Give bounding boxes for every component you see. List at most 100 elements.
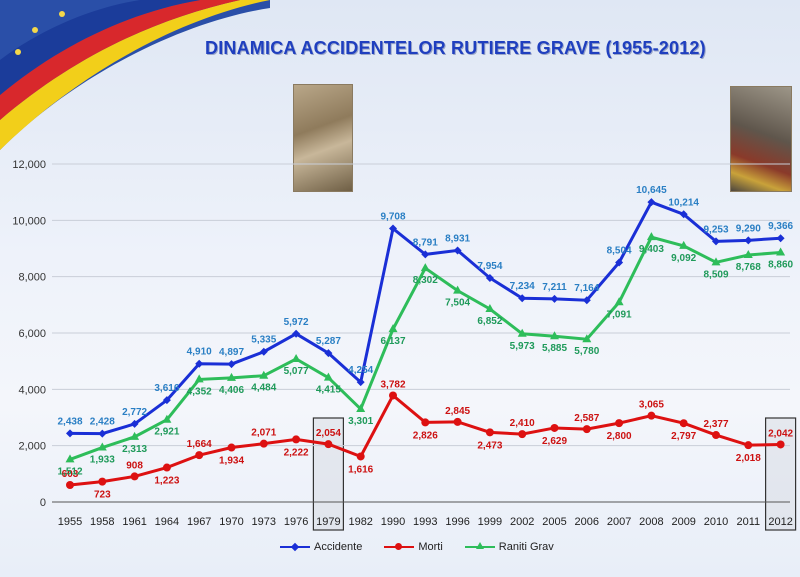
data-point: [259, 439, 268, 448]
data-label: 2,018: [736, 453, 761, 464]
x-tick-label: 1961: [122, 516, 146, 528]
data-point: [162, 463, 171, 472]
legend-morti: Morti: [384, 541, 443, 553]
data-point: [195, 451, 204, 460]
data-point: [615, 258, 624, 267]
data-point: [712, 431, 720, 440]
data-label: 9,366: [768, 221, 793, 232]
data-point: [679, 419, 688, 428]
legend-raniti-grav: Raniti Grav: [464, 541, 554, 553]
data-label: 2,800: [607, 431, 632, 442]
data-point: [679, 210, 688, 219]
x-tick-label: 1996: [445, 516, 469, 528]
data-label: 5,077: [284, 366, 309, 377]
data-label: 2,587: [574, 413, 599, 424]
legend-label: Raniti Grav: [498, 541, 554, 553]
x-tick-label: 1967: [187, 516, 211, 528]
data-point: [356, 404, 366, 413]
data-point: [615, 419, 624, 428]
data-label: 7,164: [574, 283, 599, 294]
data-point: [65, 454, 75, 463]
data-label: 7,234: [510, 281, 535, 292]
data-label: 2,377: [703, 419, 728, 430]
data-label: 7,504: [445, 298, 470, 309]
data-label: 2,473: [477, 440, 502, 451]
x-tick-label: 2007: [607, 516, 631, 528]
x-tick-label: 1979: [316, 516, 340, 528]
data-label: 2,826: [413, 430, 438, 441]
data-label: 5,780: [574, 346, 599, 357]
data-point: [517, 328, 527, 337]
data-point: [453, 417, 462, 426]
data-point: [485, 304, 495, 313]
data-point: [485, 428, 494, 437]
data-point: [518, 430, 527, 439]
data-point: [646, 232, 656, 241]
modern-traffic-photo: [730, 86, 792, 192]
data-point: [453, 246, 462, 255]
data-point: [162, 396, 171, 405]
data-point: [195, 359, 204, 368]
data-point: [421, 250, 430, 259]
data-label: 908: [126, 460, 143, 471]
x-tick-label: 1982: [348, 516, 372, 528]
data-point: [776, 234, 785, 243]
data-label: 8,768: [736, 262, 761, 273]
data-label: 723: [94, 490, 111, 501]
data-label: 5,335: [251, 335, 276, 346]
data-label: 2,845: [445, 406, 470, 417]
data-point: [421, 418, 430, 427]
data-point: [292, 435, 301, 444]
data-label: 3,616: [154, 383, 179, 394]
data-label: 8,302: [413, 275, 438, 286]
x-tick-label: 2002: [510, 516, 534, 528]
x-tick-label: 2006: [575, 516, 599, 528]
data-label: 9,708: [380, 212, 405, 223]
data-point: [582, 296, 591, 305]
data-point: [453, 285, 463, 294]
data-point: [356, 452, 365, 461]
data-point: [582, 334, 592, 343]
data-point: [162, 414, 172, 423]
data-label: 5,973: [510, 341, 535, 352]
data-point: [389, 391, 397, 400]
data-point: [776, 247, 786, 256]
data-point: [550, 423, 559, 432]
data-label: 2,410: [510, 418, 535, 429]
data-point: [259, 347, 268, 356]
data-point: [97, 442, 107, 451]
x-tick-label: 1973: [252, 516, 276, 528]
historic-street-photo: [293, 84, 353, 192]
data-label: 2,054: [316, 428, 341, 439]
data-label: 7,091: [607, 309, 632, 320]
data-label: 4,415: [316, 385, 341, 396]
data-point: [485, 273, 494, 282]
x-tick-label: 2005: [542, 516, 566, 528]
data-point: [614, 297, 624, 306]
x-tick-label: 2012: [768, 516, 792, 528]
data-point: [744, 441, 753, 450]
data-label: 4,406: [219, 385, 244, 396]
data-label: 3,065: [639, 400, 664, 411]
data-point: [324, 349, 333, 358]
data-point: [323, 372, 333, 381]
x-tick-label: 1964: [155, 516, 179, 528]
data-point: [582, 425, 591, 434]
data-point: [227, 443, 236, 452]
y-tick-label: 12,000: [12, 159, 46, 171]
data-point: [744, 236, 753, 245]
data-point: [227, 360, 236, 369]
x-tick-label: 1999: [478, 516, 502, 528]
data-point: [711, 257, 721, 266]
data-point: [389, 224, 397, 233]
data-label: 6,137: [380, 336, 405, 347]
highlight-box: [312, 417, 344, 531]
data-point: [227, 372, 236, 381]
data-label: 1,616: [348, 464, 373, 475]
data-label: 2,921: [154, 427, 179, 438]
data-label: 4,484: [251, 383, 276, 394]
data-point: [324, 440, 333, 449]
data-point: [550, 331, 559, 340]
data-point: [292, 329, 301, 338]
